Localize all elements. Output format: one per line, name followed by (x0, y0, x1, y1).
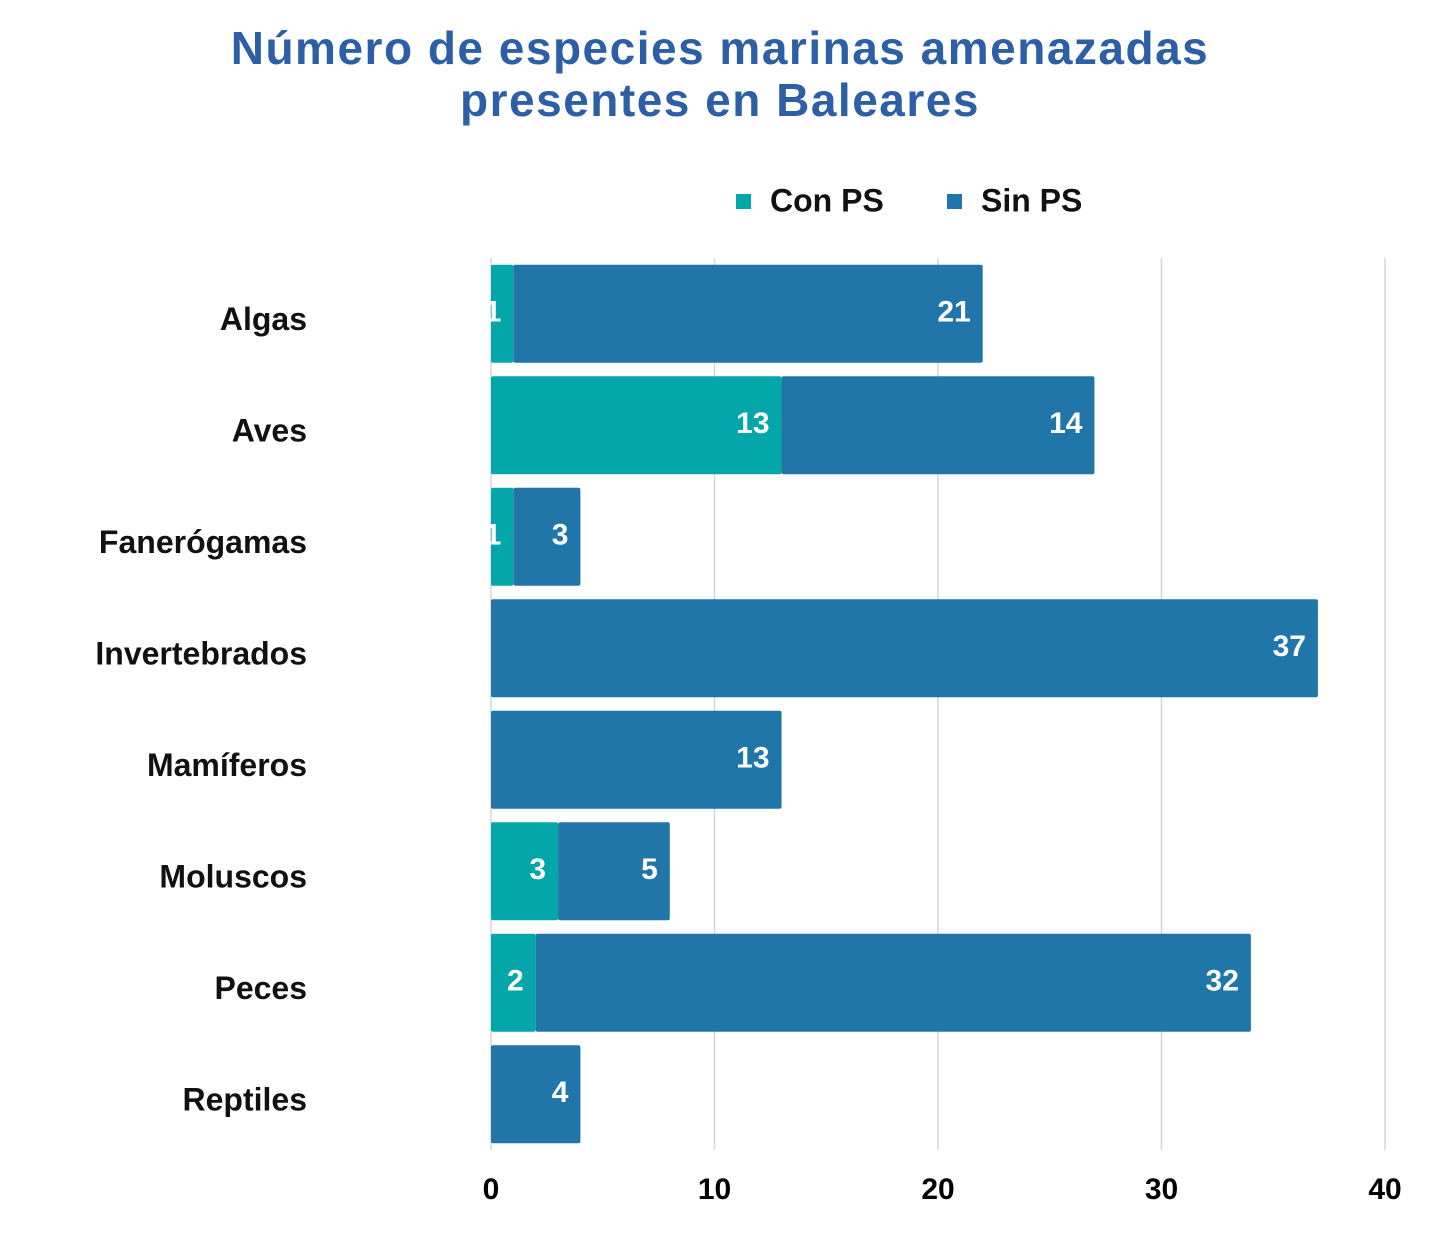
bar-segment (535, 933, 1251, 1032)
bar-segment (491, 822, 559, 921)
bar-segment (513, 264, 983, 363)
value-label: 3 (552, 519, 569, 552)
value-label: 2 (507, 965, 524, 998)
y-tick-label: Invertebrados (95, 636, 307, 672)
x-tick-label: 10 (698, 1173, 731, 1206)
value-label: 3 (529, 853, 546, 886)
y-tick-label: Fanerógamas (99, 524, 307, 560)
y-tick-label: Aves (232, 413, 307, 449)
bar-segment (491, 933, 536, 1032)
y-tick-label: Mamíferos (147, 747, 307, 783)
value-label: 13 (736, 407, 769, 440)
value-label: 1 (485, 296, 502, 329)
value-label: 32 (1206, 965, 1239, 998)
bar-segment (491, 710, 782, 809)
bar-segment (491, 376, 782, 475)
y-tick-label: Moluscos (159, 859, 307, 895)
value-label: 37 (1273, 630, 1306, 663)
value-label: 13 (736, 742, 769, 775)
x-tick-label: 0 (483, 1173, 500, 1206)
chart-title: Número de especies marinas amenazadas pr… (230, 22, 1210, 126)
bar-segment (558, 822, 670, 921)
legend-swatch (736, 194, 751, 209)
bar-segment (491, 1045, 581, 1144)
value-label: 5 (641, 853, 658, 886)
y-tick-label: Peces (214, 970, 307, 1006)
x-tick-label: 30 (1145, 1173, 1178, 1206)
bar-segment (513, 487, 581, 586)
legend-label: Sin PS (981, 182, 1082, 218)
value-label: 21 (937, 296, 970, 329)
bar-segment (491, 487, 514, 586)
y-tick-label: Reptiles (183, 1082, 307, 1118)
bar-segment (491, 264, 514, 363)
value-label: 4 (552, 1076, 569, 1109)
legend-swatch (947, 194, 962, 209)
x-tick-label: 40 (1368, 1173, 1401, 1206)
value-label: 1 (485, 519, 502, 552)
bar-segment (491, 599, 1318, 698)
legend-label: Con PS (770, 182, 884, 218)
bar-segment (781, 376, 1095, 475)
value-label: 14 (1049, 407, 1083, 440)
x-tick-label: 20 (921, 1173, 954, 1206)
y-tick-label: Algas (220, 301, 307, 337)
